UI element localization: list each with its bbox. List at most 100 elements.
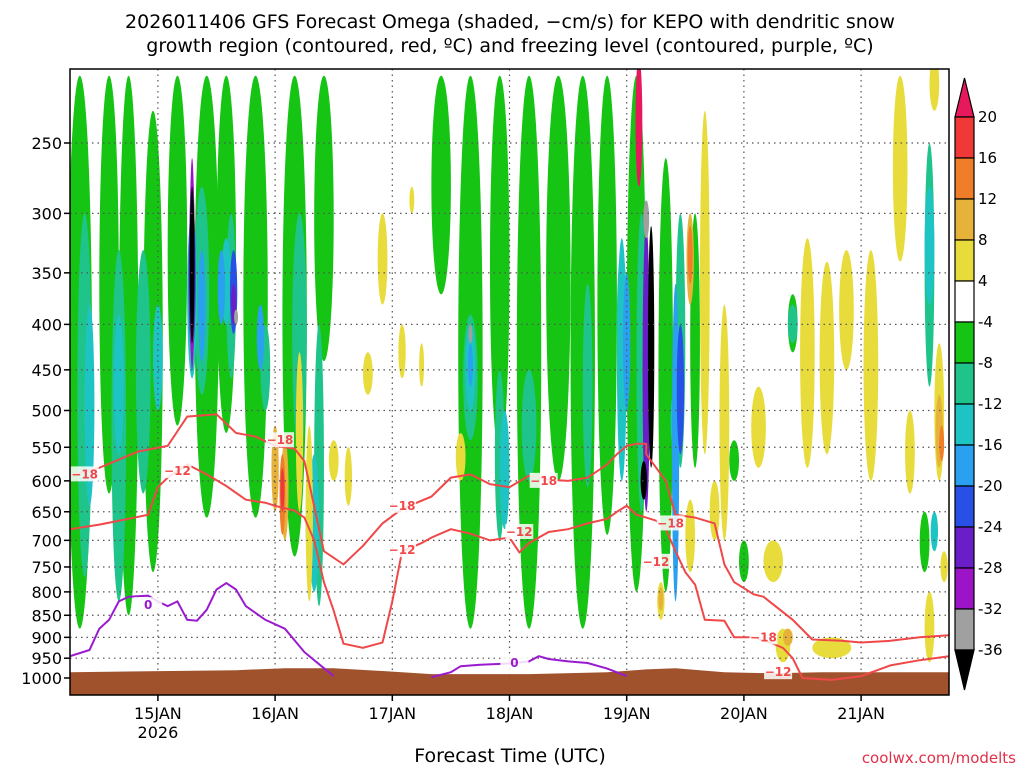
contour-label-bg-9: [749, 629, 778, 645]
y-tick-label-850: 850: [31, 606, 62, 625]
colorbar-label-5: -4: [978, 313, 993, 331]
omega-shade-87: [839, 250, 854, 370]
contour-label-bg-3: [388, 497, 417, 513]
contour-label-10: −12: [765, 665, 792, 679]
contour-label-1: −12: [164, 464, 191, 478]
contour-label-bg-11: [134, 597, 163, 613]
y-tick-label-400: 400: [31, 315, 62, 334]
colorbar-label-4: 4: [978, 272, 988, 290]
x-tick-label-15JAN: 15JAN: [134, 704, 182, 723]
y-tick-label-300: 300: [31, 204, 62, 223]
omega-shade-112: [468, 324, 473, 344]
omega-shade-41: [84, 304, 95, 506]
y-tick-label-1000: 1000: [21, 669, 62, 688]
colorbar-seg-3: [954, 198, 975, 241]
x-axis-label: Forecast Time (UTC): [414, 745, 605, 767]
y-tick-label-350: 350: [31, 264, 62, 283]
omega-shade-16: [597, 75, 617, 535]
omega-shade-93: [940, 551, 948, 583]
colorbar-label-6: -8: [978, 354, 993, 372]
omega-shade-82: [751, 386, 766, 468]
omega-shade-21: [739, 540, 749, 583]
omega-shade-90: [892, 75, 908, 262]
contour-label-bg-0: [70, 466, 99, 482]
omega-shade-59: [623, 272, 631, 411]
colorbar: 20 16 12 8 4 -4 -8 -12 -16 -20 -24 -28 -32 -36: [954, 77, 1003, 691]
omega-shade-52: [930, 511, 939, 552]
omega-shade-58: [671, 283, 680, 602]
x-tick-label-21JAN: 21JAN: [837, 704, 885, 723]
colorbar-label-9: -20: [978, 477, 1003, 495]
omega-shade-51: [924, 186, 935, 305]
omega-shade-111: [234, 309, 239, 325]
omega-shade-109: [647, 226, 655, 468]
omega-shade-23: [919, 511, 930, 573]
omega-shade-95: [929, 69, 940, 111]
contour-label-6: −12: [506, 525, 533, 539]
omega-shade-14: [546, 75, 571, 481]
contour-label-9: −18: [750, 630, 777, 644]
y-tick-label-550: 550: [31, 438, 62, 457]
contour-label-12: 0: [510, 656, 518, 670]
colorbar-seg-7: [954, 362, 975, 405]
colorbar-cap-top: [954, 77, 975, 118]
ground-surface: [70, 668, 949, 695]
colorbar-seg-10: [954, 485, 975, 528]
colorbar-seg-5: [954, 280, 975, 323]
omega-shade-10: [431, 75, 451, 295]
omega-shade-76: [455, 432, 466, 481]
omega-shade-43: [153, 304, 163, 411]
colorbar-seg-8: [954, 403, 975, 446]
contour-label-bg-12: [500, 655, 529, 671]
colorbar-label-10: -24: [978, 518, 1003, 536]
omega-shade-91: [905, 410, 915, 494]
credit-text: coolwx.com/modelts: [862, 749, 1016, 767]
omega-shade-35: [582, 283, 593, 488]
omega-shading: [70, 69, 948, 663]
omega-shade-39: [787, 304, 798, 344]
colorbar-seg-9: [954, 444, 975, 487]
omega-shade-53: [198, 250, 206, 362]
colorbar-label-0: 20: [978, 108, 997, 126]
omega-shade-75: [409, 186, 415, 214]
colorbar-label-13: -36: [978, 641, 1003, 659]
x-tick-label-20JAN: 20JAN: [720, 704, 768, 723]
colorbar-label-3: 8: [978, 231, 988, 249]
colorbar-seg-12: [954, 567, 975, 610]
contour-label-8: −12: [643, 555, 670, 569]
omega-shade-48: [499, 410, 510, 530]
omega-shade-72: [377, 213, 388, 305]
omega-shade-7: [243, 75, 268, 518]
x-tick-sublabel-15JAN: 2026: [138, 723, 179, 742]
omega-shade-42: [113, 314, 124, 455]
x-tick-label-17JAN: 17JAN: [368, 704, 416, 723]
contour-label-2: −18: [267, 433, 294, 447]
contour-label-11: 0: [144, 598, 152, 612]
x-tick-label-18JAN: 18JAN: [486, 704, 534, 723]
colorbar-cap-bottom: [954, 649, 975, 691]
contour-label-0: −18: [71, 467, 98, 481]
colorbar-label-8: -16: [978, 436, 1003, 454]
omega-shade-86: [819, 261, 835, 455]
chart-title-line-1: 2026011406 GFS Forecast Omega (shaded, −…: [125, 11, 895, 33]
colorbar-seg-1: [954, 116, 975, 159]
colorbar-label-11: -28: [978, 559, 1003, 577]
contour-label-bg-7: [656, 515, 685, 531]
omega-shade-89: [812, 637, 852, 659]
contour-label-bg-1: [163, 463, 192, 479]
omega-shade-55: [256, 304, 265, 370]
contour-label-bg-5: [529, 472, 558, 488]
omega-shade-18: [658, 158, 674, 592]
contour-label-bg-4: [388, 542, 417, 558]
contour-label-5: −18: [530, 474, 557, 488]
omega-shade-98: [658, 587, 664, 611]
y-tick-label-650: 650: [31, 503, 62, 522]
contour-label-3: −18: [389, 499, 416, 513]
contour-label-bg-2: [265, 432, 294, 448]
colorbar-label-1: 16: [978, 149, 997, 167]
omega-shade-62: [676, 324, 685, 455]
omega-shade-70: [344, 447, 353, 506]
omega-shade-57: [467, 343, 473, 387]
